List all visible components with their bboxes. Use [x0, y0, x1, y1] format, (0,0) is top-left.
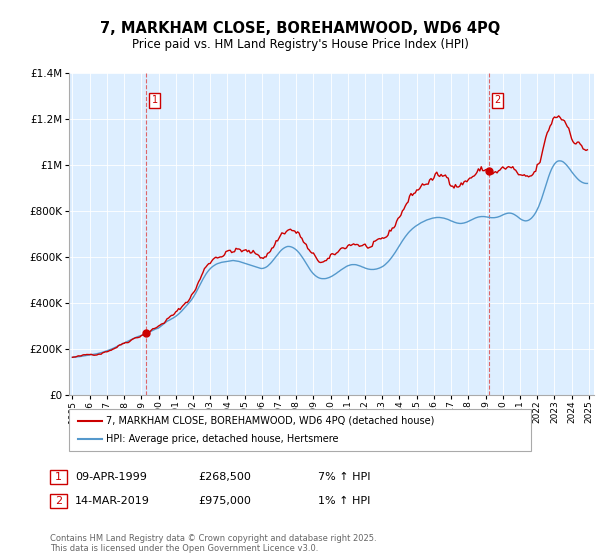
- Text: Contains HM Land Registry data © Crown copyright and database right 2025.
This d: Contains HM Land Registry data © Crown c…: [50, 534, 376, 553]
- Point: [141, 329, 151, 338]
- Text: £975,000: £975,000: [198, 496, 251, 506]
- Text: £268,500: £268,500: [198, 472, 251, 482]
- Text: 2: 2: [55, 496, 62, 506]
- Text: 1: 1: [151, 95, 158, 105]
- Text: HPI: Average price, detached house, Hertsmere: HPI: Average price, detached house, Hert…: [106, 434, 338, 444]
- Text: 7% ↑ HPI: 7% ↑ HPI: [318, 472, 371, 482]
- Text: Price paid vs. HM Land Registry's House Price Index (HPI): Price paid vs. HM Land Registry's House …: [131, 38, 469, 51]
- Text: 1: 1: [55, 472, 62, 482]
- Point: [484, 166, 494, 175]
- Text: 7, MARKHAM CLOSE, BOREHAMWOOD, WD6 4PQ: 7, MARKHAM CLOSE, BOREHAMWOOD, WD6 4PQ: [100, 21, 500, 36]
- Text: 14-MAR-2019: 14-MAR-2019: [75, 496, 150, 506]
- Text: 2: 2: [494, 95, 501, 105]
- Text: 09-APR-1999: 09-APR-1999: [75, 472, 147, 482]
- Text: 1% ↑ HPI: 1% ↑ HPI: [318, 496, 370, 506]
- Text: 7, MARKHAM CLOSE, BOREHAMWOOD, WD6 4PQ (detached house): 7, MARKHAM CLOSE, BOREHAMWOOD, WD6 4PQ (…: [106, 416, 434, 426]
